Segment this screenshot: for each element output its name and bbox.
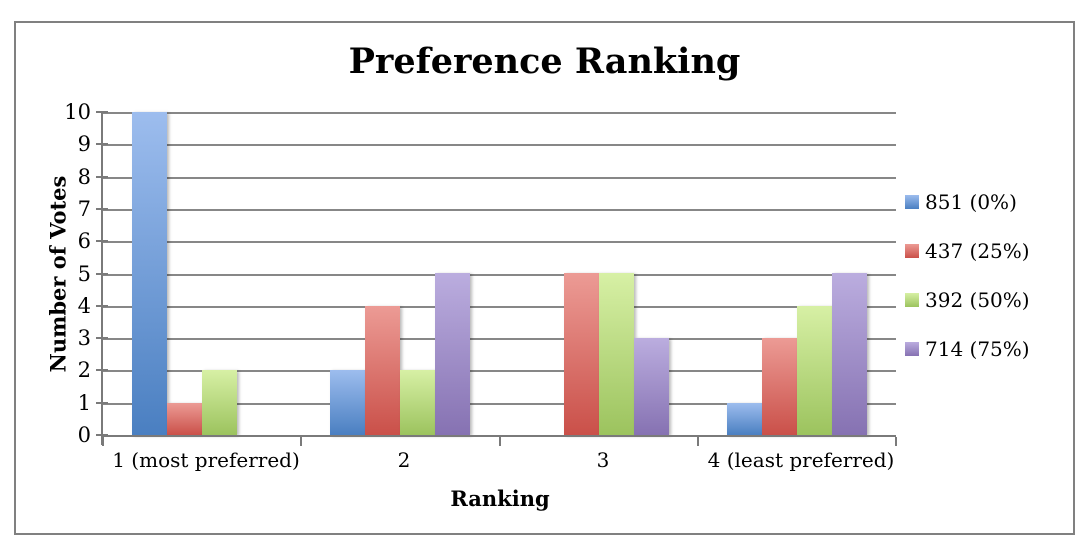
bar [167,403,202,435]
bar-group [103,112,301,435]
x-axis-tick [895,437,897,446]
bar [832,273,867,435]
legend: 851 (0%) 437 (25%) 392 (50%) 714 (75%) [905,189,1030,362]
x-axis-tick [300,437,302,446]
gridline [103,403,896,405]
bar [634,338,669,435]
x-axis-tick-label: 1 (most preferred) [112,448,300,472]
y-axis-tick [96,111,108,113]
legend-item: 392 (50%) [905,287,1030,313]
y-axis-tick [96,369,108,371]
y-axis-line [101,112,103,445]
x-axis-tick [499,437,501,446]
gridline [103,274,896,276]
y-axis-tick-label: 6 [77,229,91,253]
x-axis-tick [102,437,104,446]
bar [564,273,599,435]
gridline [103,112,896,114]
y-axis-tick-label: 8 [77,165,91,189]
gridline [103,144,896,146]
legend-label: 437 (25%) [925,239,1030,263]
y-axis-tick-label: 2 [77,358,91,382]
bar [365,306,400,435]
legend-item: 851 (0%) [905,189,1030,215]
y-axis-tick-label: 0 [77,423,91,447]
x-axis-title: Ranking [450,486,550,511]
y-axis-tick-label: 5 [77,262,91,286]
y-axis-tick-label: 9 [77,132,91,156]
bar [202,370,237,435]
legend-label: 851 (0%) [925,190,1017,214]
y-axis-tick [96,273,108,275]
bar [400,370,435,435]
gridline [103,177,896,179]
gridline [103,370,896,372]
y-axis-tick-label: 4 [77,294,91,318]
plot-area [103,112,896,435]
gridline [103,241,896,243]
y-axis-tick [96,176,108,178]
gridline [103,209,896,211]
y-axis-tick [96,305,108,307]
bar-group [698,112,896,435]
y-axis-tick [96,143,108,145]
chart-title: Preference Ranking [348,41,741,82]
legend-label: 714 (75%) [925,337,1030,361]
legend-color-swatch-icon [905,244,919,258]
x-axis-line [101,435,896,437]
x-axis-tick-label: 3 [596,448,610,472]
y-axis-tick [96,402,108,404]
bar [330,370,365,435]
legend-color-swatch-icon [905,293,919,307]
bar-group [500,112,698,435]
x-axis-tick-label: 4 (least preferred) [707,448,895,472]
y-axis-tick [96,208,108,210]
y-axis-tick-label: 7 [77,197,91,221]
bar [435,273,470,435]
y-axis-tick [96,434,108,436]
gridline [103,338,896,340]
y-axis-tick [96,240,108,242]
x-axis-tick [697,437,699,446]
bar-group [301,112,499,435]
bar [599,273,634,435]
legend-item: 437 (25%) [905,238,1030,264]
bar [797,306,832,435]
legend-color-swatch-icon [905,195,919,209]
legend-color-swatch-icon [905,342,919,356]
x-axis-tick-label: 2 [397,448,411,472]
y-axis-tick [96,337,108,339]
y-axis-tick-label: 1 [77,391,91,415]
gridline [103,306,896,308]
y-axis-tick-label: 3 [77,326,91,350]
legend-label: 392 (50%) [925,288,1030,312]
bar [762,338,797,435]
y-axis-tick-label: 10 [64,100,91,124]
bar [132,112,167,435]
bar [727,403,762,435]
legend-item: 714 (75%) [905,336,1030,362]
